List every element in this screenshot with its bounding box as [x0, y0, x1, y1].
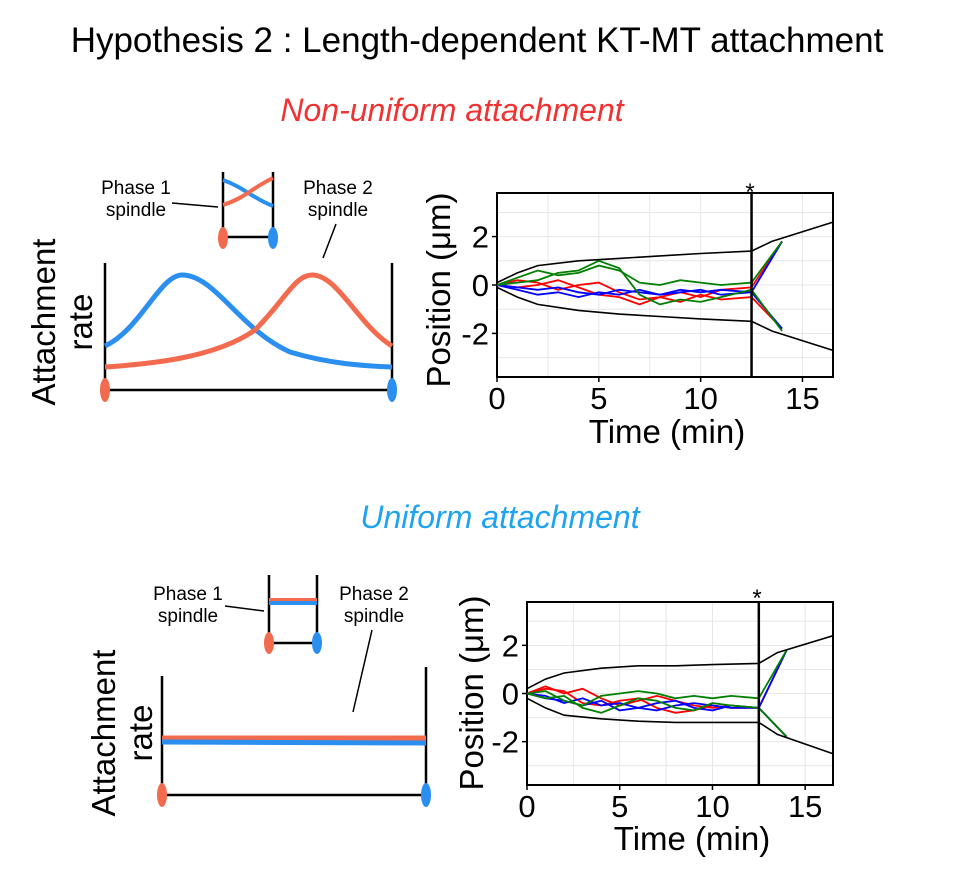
attachment-ylabel-line1: Attachment: [25, 239, 62, 406]
x-tick-label: 10: [695, 789, 729, 824]
phase1-label-line1: Phase 1: [153, 584, 223, 605]
phase1-label-line1: Phase 1: [101, 178, 171, 199]
attachment-profile-non-uniform: Attachment rate: [25, 239, 397, 406]
y-tick-label: -2: [491, 725, 519, 760]
kinetochore-red-icon: [100, 378, 110, 402]
phase1-label-line2: spindle: [158, 606, 218, 627]
boundary-lower: [526, 697, 834, 755]
attachment-curve-red: [104, 272, 394, 370]
figure-title: Hypothesis 2 : Length-dependent KT-MT at…: [71, 21, 884, 60]
kinetochore-blue-icon: [312, 632, 322, 654]
subtitle-non-uniform: Non-uniform attachment: [280, 92, 624, 128]
x-tick-label: 0: [518, 789, 535, 824]
x-tick-label: 5: [590, 381, 607, 416]
kinetochore-blue-icon: [268, 227, 278, 249]
boundary-upper: [496, 221, 834, 284]
phase2-label-line2: spindle: [344, 606, 404, 627]
boundary-lower: [496, 286, 834, 352]
attachment-ylabel-line2: rate: [122, 705, 159, 762]
attachment-ylabel-line1: Attachment: [85, 650, 122, 817]
attachment-curve-blue: [161, 739, 427, 746]
panel-non-uniform: Non-uniform attachment Phase 1 spindle P…: [25, 92, 834, 450]
chart-annotation: *: [745, 179, 754, 206]
attachment-profile-uniform: Attachment rate: [85, 650, 431, 817]
plot-layer: [522, 601, 834, 790]
kinetochore-red-icon: [264, 632, 274, 654]
y-tick-label: -2: [461, 316, 489, 351]
phase2-label-line2: spindle: [308, 200, 368, 221]
phase1-label-line2: spindle: [106, 200, 166, 221]
y-tick-label: 2: [472, 220, 489, 255]
chart-ylabel: Position (μm): [453, 595, 490, 790]
x-tick-label: 10: [683, 381, 717, 416]
trace-green: [496, 259, 783, 332]
trace-green: [526, 692, 788, 738]
spindle-schematic-uniform: Phase 1 spindle Phase 2 spindle: [153, 575, 409, 713]
x-tick-label: 0: [488, 381, 505, 416]
kinetochore-red-icon: [218, 227, 228, 249]
plot-layer: [492, 192, 834, 382]
kinetochore-blue-icon: [387, 378, 397, 402]
attachment-curve-blue: [103, 272, 393, 370]
x-tick-label: 15: [785, 381, 819, 416]
trace-green: [526, 649, 788, 707]
phase2-label-line1: Phase 2: [303, 178, 373, 199]
y-tick-label: 0: [502, 677, 519, 712]
trace-blue: [496, 240, 783, 299]
chart-annotation: *: [752, 585, 761, 612]
chart-ylabel: Position (μm): [420, 192, 457, 387]
kinetochore-blue-icon: [421, 783, 431, 807]
phase2-label-line1: Phase 2: [339, 584, 409, 605]
chart-xlabel: Time (min): [589, 413, 745, 450]
spindle-schematic-non-uniform: Phase 1 spindle Phase 2 spindle: [101, 172, 373, 259]
subtitle-uniform: Uniform attachment: [360, 499, 640, 535]
kinetochore-red-icon: [157, 783, 167, 807]
y-tick-label: 2: [502, 628, 519, 663]
x-tick-label: 15: [788, 789, 822, 824]
chart-xlabel: Time (min): [614, 820, 770, 857]
attachment-ylabel-line2: rate: [62, 294, 99, 351]
x-tick-label: 5: [611, 789, 628, 824]
panel-uniform: Uniform attachment Phase 1 spindle Phase…: [85, 499, 834, 857]
trace-green: [496, 240, 783, 286]
y-tick-label: 0: [472, 268, 489, 303]
trace-blue: [496, 284, 783, 330]
boundary-upper: [526, 634, 834, 690]
